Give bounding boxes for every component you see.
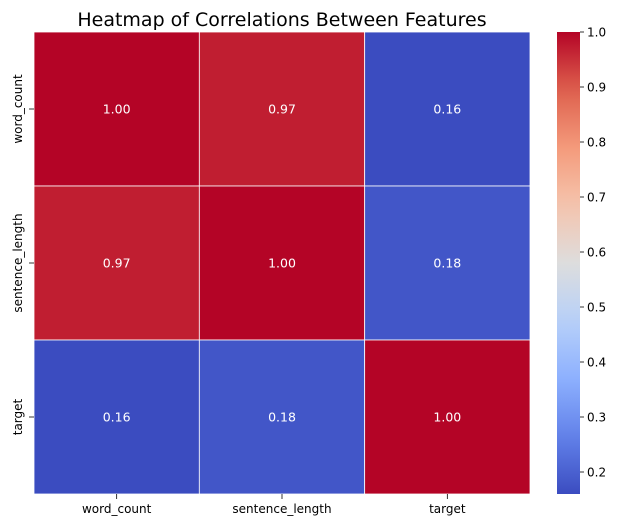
colorbar-tick-label: 0.4 bbox=[587, 355, 606, 369]
colorbar-tick-label: 0.2 bbox=[587, 465, 606, 479]
heatmap-cell bbox=[364, 31, 531, 187]
chart-title: Heatmap of Correlations Between Features bbox=[77, 9, 486, 31]
heatmap-cell bbox=[33, 31, 200, 187]
cell-value-label: 1.00 bbox=[268, 256, 296, 271]
x-axis-ticks: word_count sentence_length target bbox=[82, 494, 466, 516]
colorbar-tick-label: 0.8 bbox=[587, 135, 606, 149]
cell-value-label: 0.18 bbox=[268, 410, 296, 425]
colorbar-tick-label: 0.5 bbox=[587, 300, 606, 314]
y-tick-label: sentence_length bbox=[11, 213, 25, 312]
cell-value-label: 0.16 bbox=[103, 410, 131, 425]
colorbar-tick-label: 0.3 bbox=[587, 410, 606, 424]
heatmap-cell bbox=[364, 185, 531, 341]
cell-value-label: 1.00 bbox=[433, 410, 461, 425]
colorbar-tick-label: 0.6 bbox=[587, 245, 606, 259]
colorbar-tick-label: 1.0 bbox=[587, 25, 606, 39]
colorbar-tick-label: 0.7 bbox=[587, 190, 606, 204]
cell-value-label: 0.18 bbox=[433, 256, 461, 271]
heatmap-cell bbox=[198, 31, 366, 187]
heatmap-cell bbox=[33, 339, 200, 495]
heatmap-cell bbox=[198, 185, 366, 341]
x-tick-label: target bbox=[429, 502, 466, 516]
cell-value-label: 0.97 bbox=[268, 102, 296, 117]
x-tick-label: sentence_length bbox=[232, 502, 331, 516]
colorbar-gradient bbox=[557, 32, 580, 494]
colorbar-tick-label: 0.9 bbox=[587, 80, 606, 94]
cell-value-label: 0.16 bbox=[433, 102, 461, 117]
colorbar: 0.2 0.3 0.4 0.5 0.6 0.7 0.8 0.9 1.0 bbox=[557, 25, 606, 494]
heatmap-cells: 1.00 0.97 0.16 0.97 1.00 0.18 0.16 0.18 1.00 bbox=[33, 31, 531, 495]
y-tick-label: word_count bbox=[11, 74, 25, 144]
cell-value-label: 1.00 bbox=[103, 102, 131, 117]
y-tick-label: target bbox=[11, 398, 25, 435]
x-tick-label: word_count bbox=[82, 502, 152, 516]
heatmap-cell bbox=[33, 185, 200, 341]
cell-value-label: 0.97 bbox=[103, 256, 131, 271]
heatmap-cell bbox=[198, 339, 366, 495]
